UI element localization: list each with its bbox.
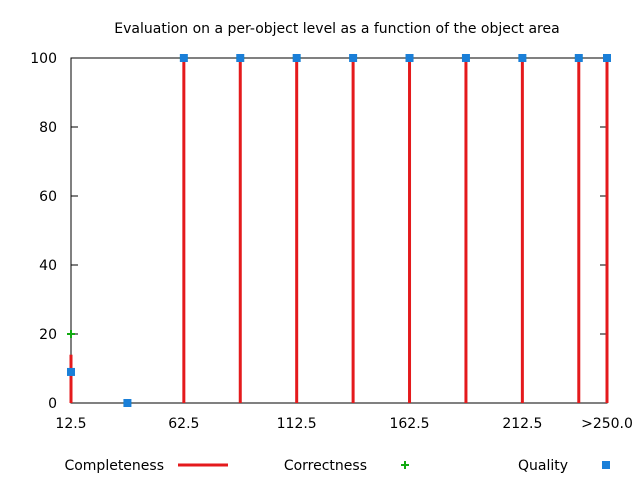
legend-item-completeness: Completeness — [64, 458, 228, 474]
y-tick-label: 100 — [30, 51, 57, 67]
plot-frame — [70, 57, 608, 404]
x-tick-label: 62.5 — [168, 416, 199, 432]
legend-label: Quality — [518, 458, 568, 474]
x-tick-label: 12.5 — [55, 416, 86, 432]
legend-item-quality: Quality — [518, 458, 610, 474]
y-tick-label: 60 — [39, 189, 57, 205]
quality-point — [179, 54, 188, 62]
series-correctness — [67, 54, 611, 407]
y-tick-label: 0 — [48, 396, 57, 412]
quality-point — [349, 54, 358, 62]
y-tick-label: 80 — [39, 120, 57, 136]
y-tick-label: 20 — [39, 327, 57, 343]
legend: Completeness Correctness Quality — [64, 458, 610, 474]
quality-point — [518, 54, 527, 62]
chart-title: Evaluation on a per-object level as a fu… — [114, 21, 559, 37]
quality-point — [236, 54, 245, 62]
x-tick-label: 162.5 — [389, 416, 429, 432]
y-axis: 0 20 40 60 80 100 — [30, 51, 607, 412]
quality-point — [292, 54, 301, 62]
quality-point — [67, 367, 75, 376]
legend-item-correctness: Correctness — [284, 458, 409, 474]
x-tick-label: 112.5 — [277, 416, 317, 432]
y-tick-label: 40 — [39, 258, 57, 274]
quality-point — [461, 54, 470, 62]
legend-label: Correctness — [284, 458, 367, 474]
correctness-point — [67, 330, 75, 338]
quality-point — [603, 54, 611, 62]
x-tick-label: 212.5 — [502, 416, 542, 432]
series-completeness — [69, 58, 609, 403]
legend-label: Completeness — [64, 458, 164, 474]
quality-point — [123, 399, 132, 407]
legend-square-swatch — [602, 461, 610, 469]
x-axis: 12.5 62.5 112.5 162.5 212.5 >250.0 — [55, 58, 633, 432]
quality-point — [574, 54, 583, 62]
series-quality — [67, 54, 611, 407]
series-layer — [67, 54, 611, 407]
quality-point — [405, 54, 414, 62]
x-tick-label: >250.0 — [581, 416, 633, 432]
